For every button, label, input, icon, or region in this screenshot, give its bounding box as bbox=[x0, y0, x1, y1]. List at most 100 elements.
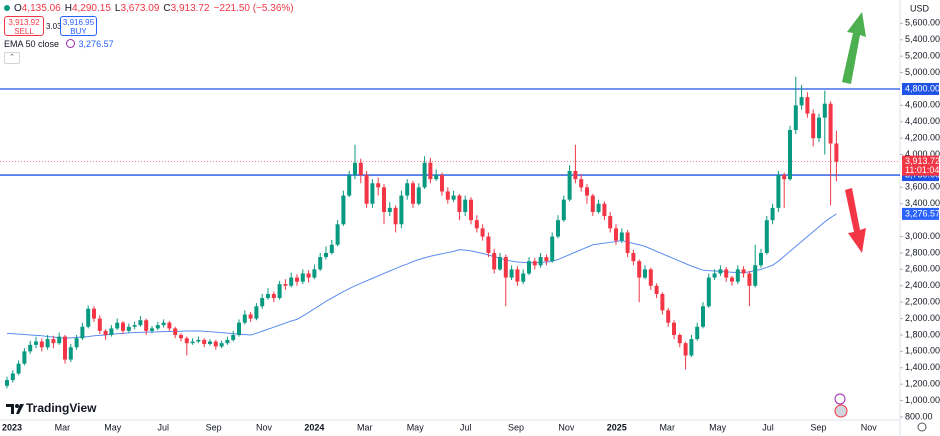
ema-name: EMA 50 close bbox=[4, 39, 60, 49]
candle-body bbox=[295, 277, 299, 282]
y-tick-label: 2,800.00 bbox=[905, 247, 940, 257]
candle-body bbox=[173, 328, 178, 335]
candle-body bbox=[735, 269, 740, 282]
collapse-button[interactable]: ⌃ bbox=[4, 52, 20, 64]
candle-body bbox=[625, 232, 630, 253]
candle-body bbox=[161, 322, 166, 326]
candle-body bbox=[567, 170, 572, 200]
y-tick-label: 2,600.00 bbox=[905, 264, 940, 274]
candle-body bbox=[22, 351, 27, 364]
y-tick-label: 2,400.00 bbox=[905, 280, 940, 290]
candle-body bbox=[341, 195, 346, 225]
candle-body bbox=[828, 103, 833, 144]
y-tick-label: 4,600.00 bbox=[905, 100, 940, 110]
candle-body bbox=[666, 310, 671, 323]
plot: 5,600.00 5,400.00 5,200.00 5,000.00 4,600.00… bbox=[0, 18, 940, 432]
close-value: 3,913.72 bbox=[170, 3, 210, 14]
candle-body bbox=[457, 195, 462, 212]
candle-body bbox=[712, 273, 717, 278]
candle-body bbox=[51, 339, 56, 344]
candle-body bbox=[718, 269, 723, 274]
candle-body bbox=[248, 314, 253, 319]
candle-body bbox=[399, 195, 404, 225]
candle-body bbox=[242, 314, 247, 323]
candle-body bbox=[689, 339, 694, 356]
x-tick-label: 2025 bbox=[607, 422, 627, 432]
candle-body bbox=[741, 269, 746, 274]
y-tick-label: 3,400.00 bbox=[905, 198, 940, 208]
open-label: O bbox=[14, 3, 22, 14]
x-tick-label: May bbox=[104, 422, 122, 432]
low-label: L bbox=[114, 3, 121, 14]
x-tick-label: Nov bbox=[558, 422, 575, 432]
x-tick-label: Nov bbox=[256, 422, 273, 432]
event-icon[interactable] bbox=[834, 393, 846, 405]
candle-body bbox=[602, 203, 607, 217]
candle-body bbox=[10, 373, 15, 381]
candle-body bbox=[764, 220, 769, 253]
candle-body bbox=[28, 344, 33, 352]
candle-body bbox=[289, 277, 294, 286]
candle-body bbox=[103, 330, 108, 335]
candle-body bbox=[324, 252, 328, 258]
candle-body bbox=[608, 216, 613, 229]
candle-body bbox=[619, 232, 624, 241]
x-tick-label: 2024 bbox=[304, 422, 324, 432]
last-price-tag: 3,913.72 bbox=[905, 156, 940, 166]
candle-body bbox=[312, 269, 317, 278]
candle-body bbox=[463, 199, 468, 212]
candle-body bbox=[300, 273, 305, 282]
candle-body bbox=[347, 175, 352, 196]
candle-body bbox=[469, 199, 473, 221]
high-value: 4,290.15 bbox=[71, 3, 111, 14]
ohlc-legend: O4,135.06 H4,290.15 L3,673.09 C3,913.72 −221… bbox=[4, 3, 298, 14]
candle-body bbox=[480, 228, 485, 237]
candle-body bbox=[144, 320, 149, 331]
status-dot bbox=[4, 5, 10, 11]
candle-body bbox=[585, 187, 589, 196]
candle-body bbox=[196, 339, 201, 342]
x-tick-label: Mar bbox=[357, 422, 373, 432]
candle-body bbox=[799, 97, 804, 106]
candle-body bbox=[155, 325, 160, 329]
candle-body bbox=[237, 322, 241, 335]
candle-body bbox=[370, 183, 375, 204]
candle-body bbox=[353, 162, 357, 176]
low-value: 3,673.09 bbox=[120, 3, 160, 14]
candle-body bbox=[335, 224, 340, 245]
candle-body bbox=[486, 236, 491, 253]
y-tick-label: 1,400.00 bbox=[905, 362, 940, 372]
ema-legend: EMA 50 close 3,276.57 bbox=[4, 39, 114, 49]
x-tick-label: Sep bbox=[508, 422, 524, 432]
candle-body bbox=[724, 269, 729, 278]
candle-body bbox=[683, 343, 688, 356]
sell-label: SELL bbox=[14, 27, 34, 36]
candle-body bbox=[660, 293, 665, 311]
sell-button[interactable]: 3,913.92 SELL bbox=[4, 16, 44, 36]
x-tick-label: May bbox=[709, 422, 727, 432]
candle-body bbox=[364, 175, 369, 204]
candle-body bbox=[213, 341, 218, 347]
ema-tag: 3,276.57 bbox=[905, 208, 940, 218]
level-tag: 4,800.00 bbox=[905, 83, 940, 93]
candle-body bbox=[219, 343, 224, 347]
candle-body bbox=[579, 179, 584, 188]
candle-body bbox=[387, 207, 392, 212]
candle-body bbox=[648, 269, 653, 286]
candle-body bbox=[80, 326, 85, 339]
event-icon[interactable] bbox=[834, 404, 848, 418]
candle-body bbox=[695, 326, 700, 340]
candle-body bbox=[677, 334, 682, 344]
candle-body bbox=[271, 293, 276, 299]
candle-body bbox=[422, 162, 427, 188]
y-tick-label: 5,400.00 bbox=[905, 34, 940, 44]
x-tick-label: Sep bbox=[810, 422, 826, 432]
candle-body bbox=[428, 162, 433, 180]
candle-body bbox=[590, 195, 595, 212]
candle-body bbox=[74, 338, 79, 348]
buy-button[interactable]: 3,916.95 BUY bbox=[60, 16, 97, 36]
y-tick-label: 800.00 bbox=[905, 411, 933, 421]
candle-body bbox=[509, 269, 514, 278]
spread: 3.03 bbox=[46, 22, 62, 31]
settings-icon[interactable] bbox=[917, 422, 927, 432]
